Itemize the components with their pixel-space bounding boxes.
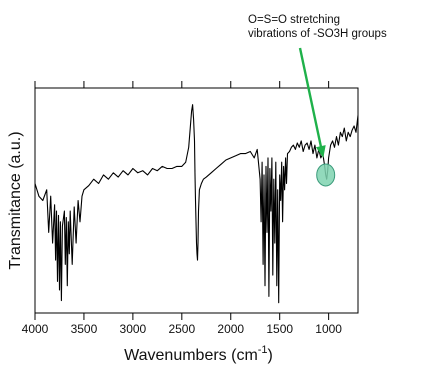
annotation-marks — [298, 47, 336, 187]
highlight-ellipse — [316, 163, 336, 187]
y-axis-label: Transmitance (a.u.) — [7, 131, 24, 269]
x-axis-label-close: ) — [268, 347, 273, 364]
annotation-arrow-shaft — [298, 47, 324, 156]
x-tick-label: 1000 — [315, 322, 342, 336]
x-tick-label: 3500 — [71, 322, 98, 336]
annotation-arrow-head — [315, 145, 326, 158]
x-tick-label: 2000 — [217, 322, 244, 336]
x-tick-label: 1500 — [266, 322, 293, 336]
plot-area-frame — [34, 87, 359, 314]
x-axis-label: Wavenumbers (cm-1) — [124, 344, 273, 364]
bottom-axis-ticks: 4000 3500 3000 2500 2000 1500 1000 — [22, 313, 342, 336]
top-axis-ticks — [34, 81, 330, 88]
x-axis-label-unit-exponent: -1 — [258, 344, 268, 356]
spectrum-line — [34, 104, 359, 304]
x-tick-label: 3000 — [120, 322, 147, 336]
series-group — [34, 104, 359, 304]
annotation-text: O=S=O stretching vibrations of -SO3H gro… — [248, 14, 387, 40]
x-tick-label: 4000 — [22, 322, 49, 336]
annotation-line-2: vibrations of -SO3H groups — [248, 28, 387, 40]
x-tick-label: 2500 — [168, 322, 195, 336]
x-axis-label-text: Wavenumbers (cm — [124, 347, 258, 364]
annotation-line-1: O=S=O stretching — [248, 14, 340, 26]
